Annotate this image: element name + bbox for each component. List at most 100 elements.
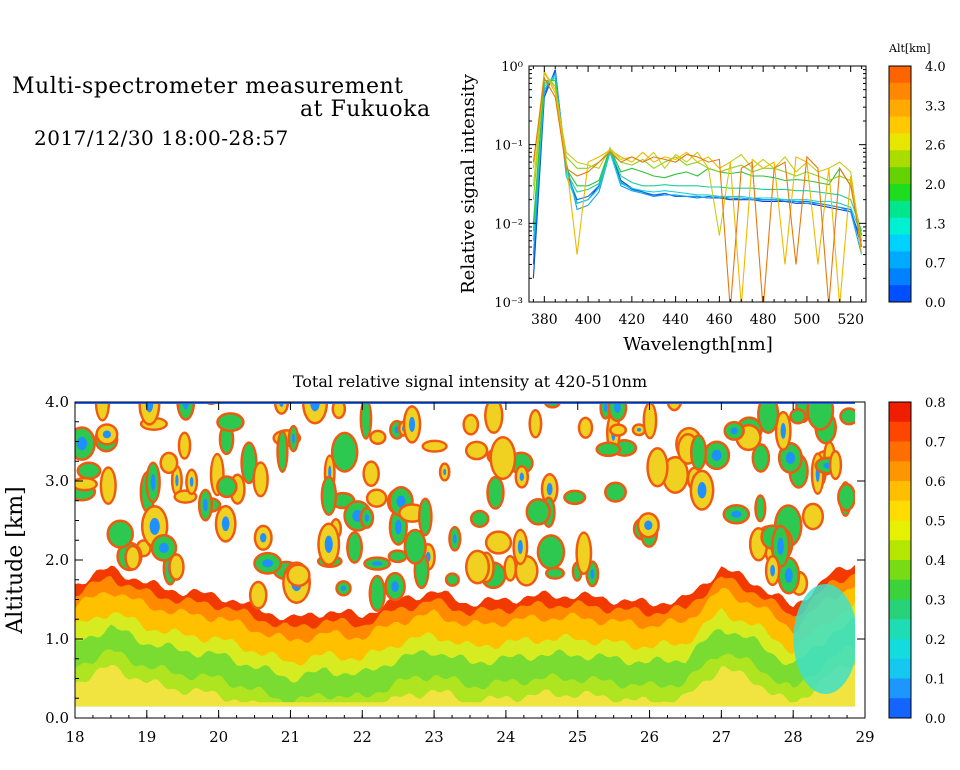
cloud-patch-body (528, 500, 549, 524)
cloud-patch-core (546, 483, 553, 496)
altitude-colorbar-swatch (889, 251, 911, 269)
spectrum-x-tick-label: 480 (750, 312, 777, 328)
intensity-colorbar-label: 0.3 (925, 594, 946, 609)
cloud-patch-core (785, 451, 795, 464)
intensity-colorbar-label: 0.6 (925, 475, 946, 490)
altitude-colorbar-label: 1.3 (925, 217, 946, 232)
cloud-patch-body (791, 410, 805, 422)
cloud-patch-core (76, 436, 88, 451)
cloud-patch-body (831, 452, 840, 478)
altitude-colorbar-swatch (889, 217, 911, 236)
heatmap-x-tick-label: 23 (425, 728, 444, 746)
cloud-patch-core (324, 535, 333, 553)
altitude-colorbar-label: 2.0 (925, 178, 946, 193)
cloud-patch-body (505, 557, 515, 580)
heatmap-y-ticks: 0.0 1.0 2.0 3.0 4.0 (45, 393, 865, 727)
heatmap-y-label: Altitude [km] (3, 486, 28, 634)
intensity-colorbar-swatch (889, 441, 911, 462)
cloud-patch-core (644, 520, 653, 531)
cloud-patch-core (340, 585, 347, 591)
heatmap-x-tick-label: 21 (281, 728, 300, 746)
cloud-patch-body (333, 434, 356, 471)
spectrum-x-tick-label: 500 (794, 312, 821, 328)
cloud-patch-core (730, 427, 738, 435)
altitude-colorbar-swatch (889, 167, 911, 185)
cloud-patch-core (221, 516, 230, 532)
intensity-colorbar-swatch (889, 560, 911, 581)
heatmap-x-tick-label: 18 (65, 728, 84, 746)
cloud-patch-core (175, 474, 179, 487)
cloud-patch-body (577, 533, 590, 573)
heatmap-x-tick-label: 27 (712, 728, 731, 746)
cloud-patch-body (580, 419, 591, 437)
cloud-patch-core (519, 472, 524, 482)
intensity-colorbar-label: 0.8 (925, 396, 946, 411)
spectrum-series-line-5 (532, 80, 863, 236)
heatmap-x-tick-label: 19 (137, 728, 156, 746)
cloud-patch-core (262, 559, 274, 568)
cloud-patch-body (664, 458, 687, 492)
cloud-patch-core (777, 537, 784, 555)
heatmap-cloud-patches (75, 402, 855, 613)
cloud-patch-body (170, 555, 183, 579)
spectrum-y-tick-label: 10⁻¹ (494, 139, 523, 154)
heatmap-x-ticks: 18 19 20 21 22 23 24 25 26 27 28 29 (65, 402, 875, 746)
intensity-colorbar-swatch (889, 619, 911, 640)
spectrum-y-tick-label: 10⁻³ (494, 296, 523, 311)
title-block: Multi-spectrometer measurement at Fukuok… (0, 0, 460, 160)
cloud-patch-core (770, 564, 775, 577)
cloud-patch-core (784, 568, 793, 583)
cloud-patch-core (159, 542, 169, 553)
heatmap-intensity-band-6 (75, 664, 855, 707)
heatmap-x-tick-label: 25 (568, 728, 587, 746)
altitude-colorbar-title: Alt[km] (888, 42, 931, 55)
heatmap-x-tick-label: 24 (496, 728, 515, 746)
cloud-patch-core (260, 532, 267, 543)
intensity-colorbar-swatch (889, 481, 911, 502)
altitude-colorbar-swatch (889, 82, 911, 101)
spectrum-series-group (532, 69, 863, 302)
heatmap-y-tick-label: 3.0 (45, 472, 69, 490)
cloud-patch-body (611, 425, 625, 435)
cloud-patch-core (697, 482, 707, 499)
cloud-patch-body (208, 402, 214, 403)
cloud-patch-core (145, 402, 154, 413)
cloud-patch-body (539, 536, 563, 568)
heatmap-intensity-band-5 (75, 645, 855, 707)
altitude-colorbar-swatch (889, 133, 911, 151)
cloud-patch-body (756, 496, 764, 520)
heatmap-field (75, 402, 855, 718)
heatmap-x-tick-label: 26 (640, 728, 659, 746)
altitude-colorbar-label: 0.0 (925, 296, 946, 311)
heatmap-y-tick-label: 0.0 (45, 709, 69, 727)
intensity-colorbar-label: 0.5 (925, 515, 946, 530)
spectrum-x-tick-label: 460 (706, 312, 733, 328)
altitude-colorbar-swatch (889, 200, 911, 219)
cloud-patch-body (754, 445, 768, 471)
intensity-colorbar-swatch (889, 639, 911, 660)
spectrum-x-tick-label: 400 (575, 312, 602, 328)
heatmap-y-tick-label: 1.0 (45, 630, 69, 648)
intensity-colorbar-swatch (889, 599, 911, 620)
cloud-patch-core (408, 416, 416, 432)
cloud-patch-body (488, 478, 503, 508)
spectrum-plot-frame (528, 65, 867, 303)
title-line-2: at Fukuoka (300, 97, 431, 122)
cloud-patch-core (517, 539, 523, 555)
cloud-patch-core (603, 403, 608, 413)
spectrum-series-line-2 (532, 72, 863, 255)
cloud-patch-body (804, 505, 822, 528)
cloud-patch-body (467, 552, 488, 582)
altitude-colorbar-label: 2.6 (925, 139, 946, 154)
cloud-patch-core (731, 510, 742, 518)
cloud-patch-core (396, 495, 406, 508)
intensity-colorbar-swatch (889, 500, 911, 521)
altitude-colorbar-swatch (889, 184, 911, 202)
cloud-patch-body (371, 432, 384, 443)
cloud-patch-body (348, 533, 361, 562)
heatmap-x-tick-label: 28 (784, 728, 803, 746)
cloud-patch-body (333, 494, 353, 507)
cloud-patch-core (590, 568, 595, 579)
intensity-colorbar-swatch (889, 520, 911, 541)
cloud-patch-core (203, 498, 208, 512)
